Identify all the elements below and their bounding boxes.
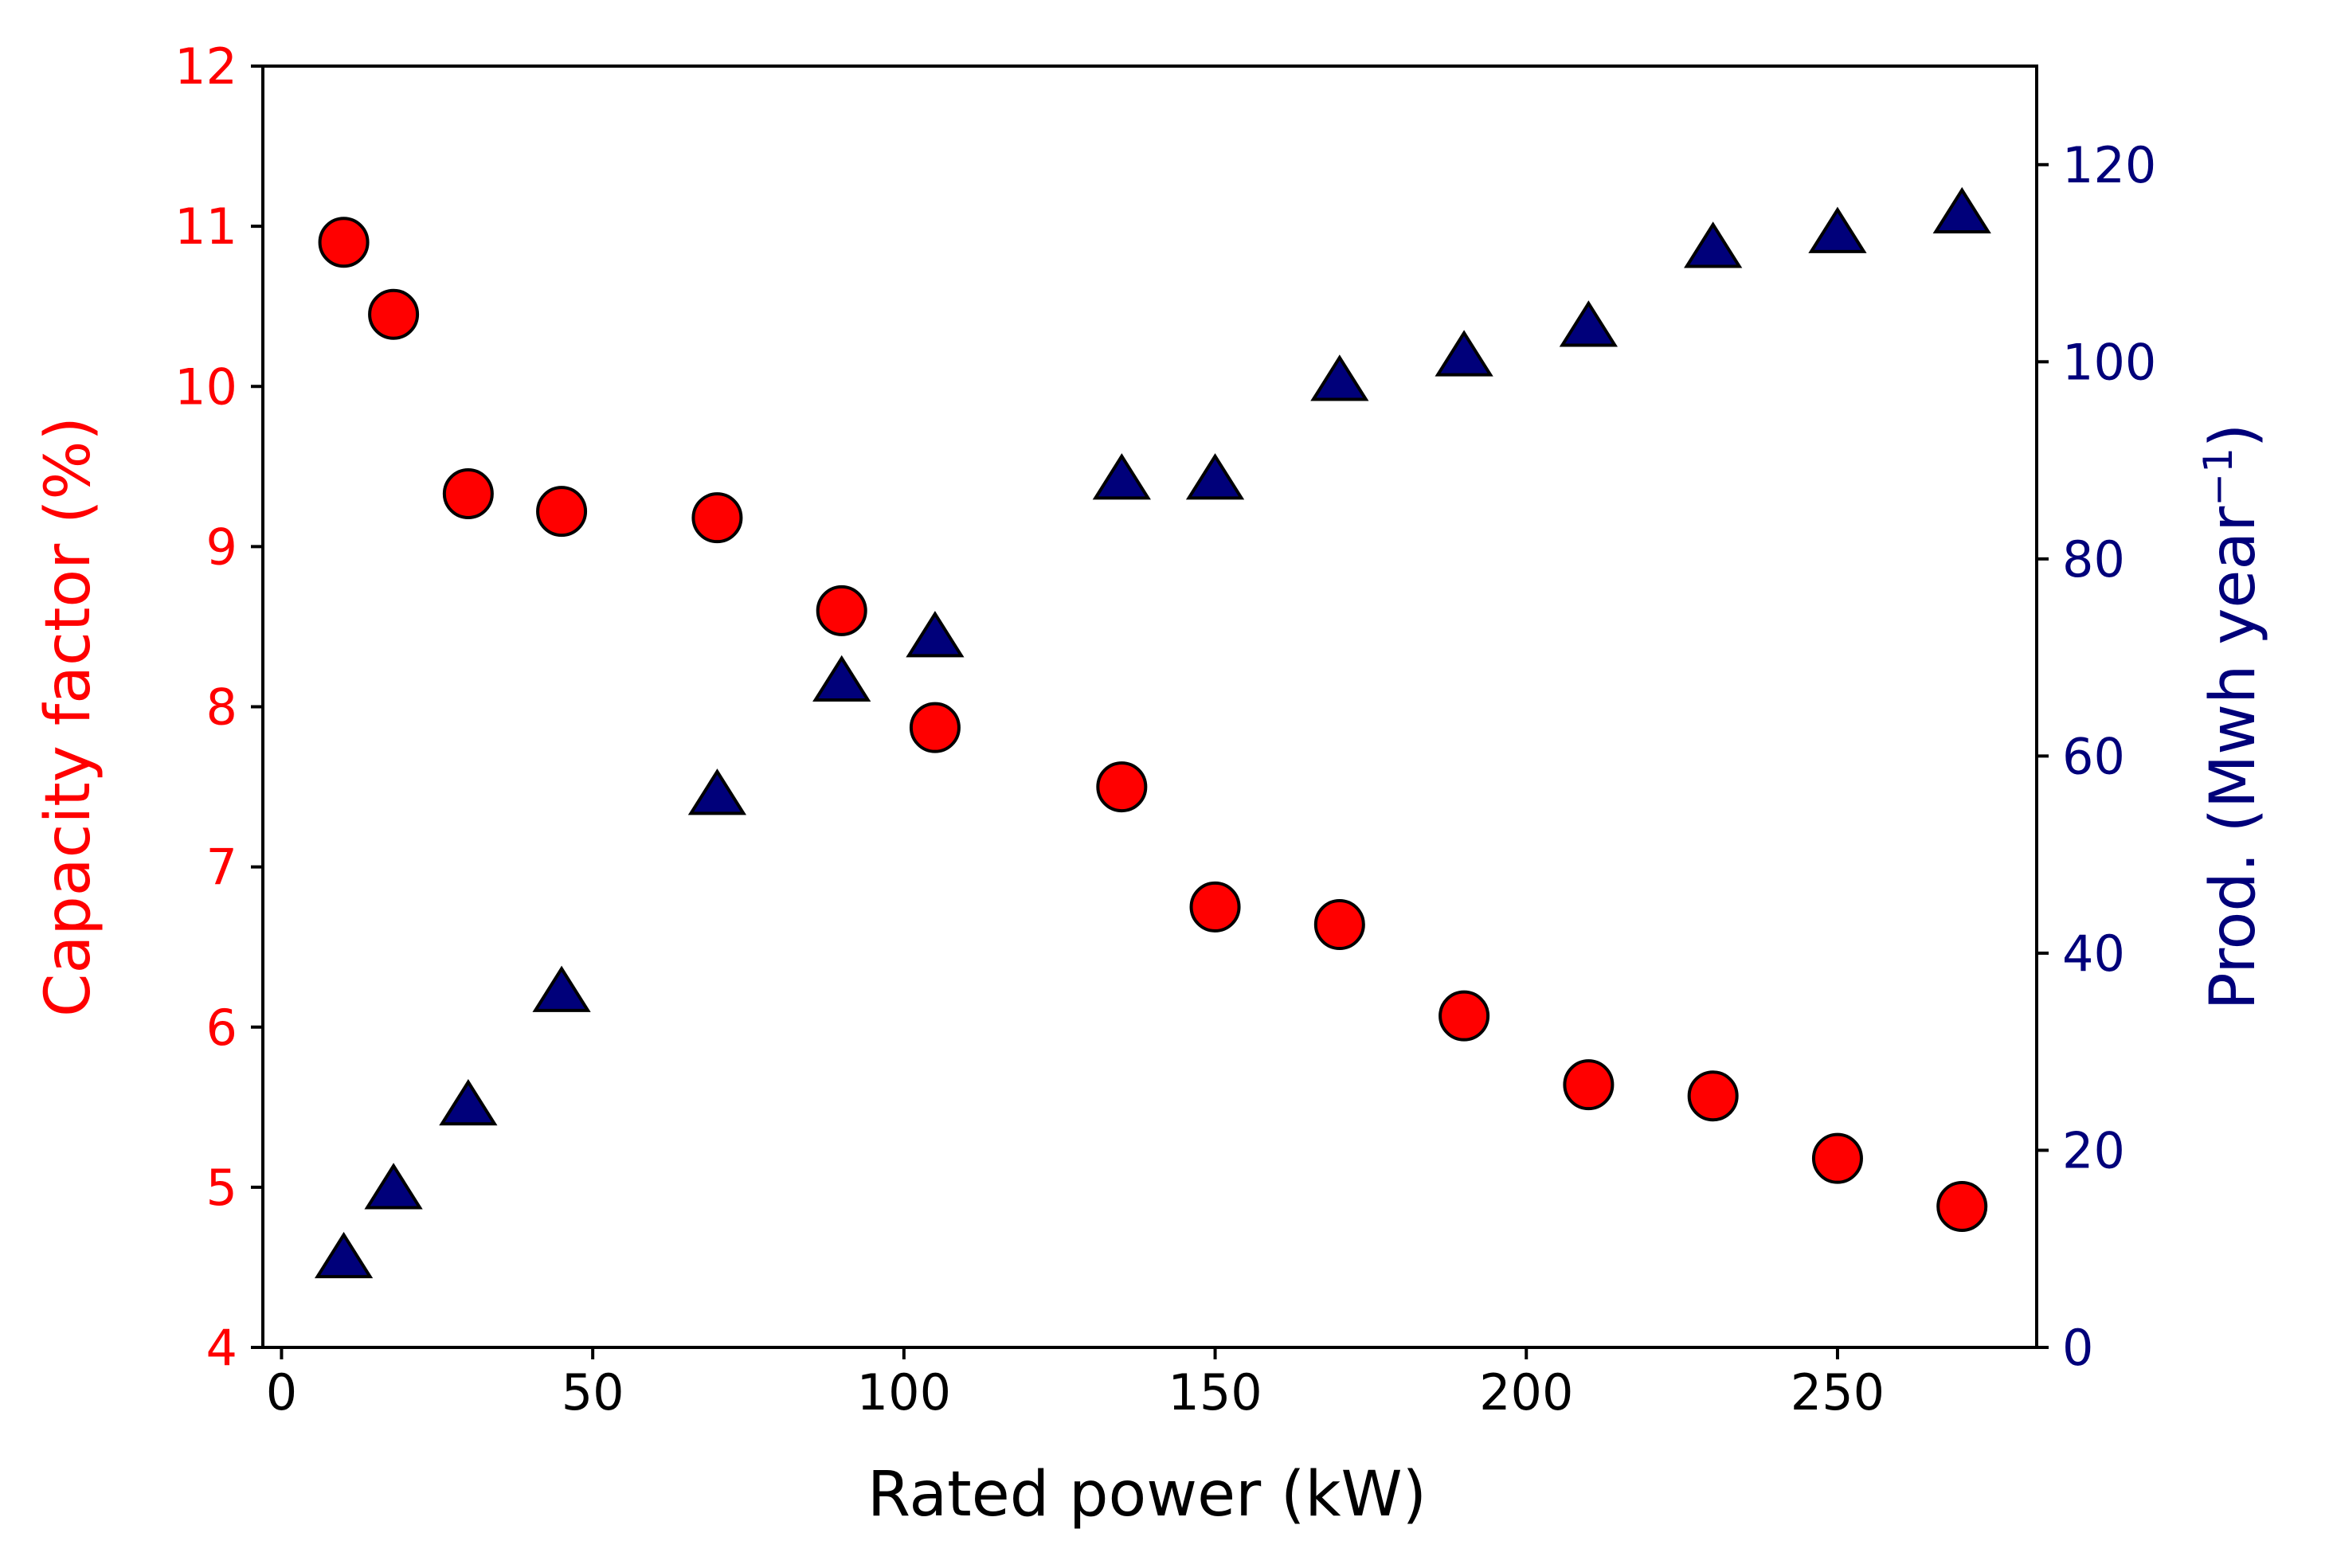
left-tick-label: 10: [174, 358, 237, 416]
capacity-factor-point: [536, 486, 588, 538]
left-tick-label: 11: [174, 197, 237, 256]
production-point: [1185, 453, 1245, 500]
production-point: [439, 1079, 498, 1126]
production-point: [1932, 186, 1991, 234]
production-point: [1684, 221, 1743, 268]
production-point: [364, 1163, 423, 1210]
x-tick-label: 0: [266, 1363, 297, 1421]
x-tick-label: 150: [1168, 1363, 1262, 1421]
right-tick-label: 120: [2062, 136, 2156, 194]
capacity-factor-point: [368, 288, 420, 340]
production-point: [687, 768, 747, 815]
capacity-factor-point: [1096, 761, 1148, 813]
left-tick-label: 6: [206, 999, 237, 1057]
production-point: [1559, 300, 1619, 347]
marks-layer: [314, 186, 1991, 1279]
production-point: [1310, 354, 1369, 401]
capacity-factor-point: [1438, 990, 1490, 1042]
capacity-factor-point: [909, 702, 961, 753]
capacity-factor-point: [1189, 881, 1241, 933]
capacity-factor-point: [691, 492, 743, 544]
capacity-factor-point: [1563, 1059, 1615, 1111]
x-tick-label: 50: [562, 1363, 624, 1421]
x-tick-label: 250: [1791, 1363, 1885, 1421]
right-tick-label: 80: [2062, 530, 2125, 588]
right-tick-label: 20: [2062, 1121, 2125, 1179]
x-tick-label: 200: [1479, 1363, 1573, 1421]
production-point: [314, 1231, 374, 1279]
capacity-factor-point: [442, 468, 494, 520]
production-point: [1092, 453, 1151, 500]
left-axis-label: Capacity factor (%): [33, 416, 104, 1017]
plot-frame: [261, 65, 2038, 1349]
right-axis-label-main: Prod. (Mwh year: [2198, 506, 2269, 1011]
left-tick-label: 8: [206, 678, 237, 737]
left-tick-label: 7: [206, 839, 237, 897]
capacity-factor-point: [318, 217, 370, 268]
ticks-layer: 0 50 100 150 200 2504567891011120204060801001…: [174, 37, 2156, 1421]
right-tick-label: 100: [2062, 333, 2156, 391]
production-point: [1435, 330, 1493, 377]
left-tick-label: 4: [206, 1319, 237, 1377]
right-axis-label: Prod. (Mwh year−1): [2195, 424, 2269, 1011]
capacity-factor-point: [1936, 1181, 1988, 1233]
capacity-factor-point: [1811, 1132, 1863, 1184]
right-tick-label: 60: [2062, 727, 2125, 785]
left-tick-label: 9: [206, 518, 237, 576]
production-point: [906, 611, 965, 658]
x-tick-label: 100: [857, 1363, 951, 1421]
left-tick-label: 12: [174, 37, 237, 96]
production-point: [532, 965, 591, 1012]
right-tick-label: 40: [2062, 925, 2125, 983]
left-tick-label: 5: [206, 1159, 237, 1217]
capacity-factor-point: [816, 585, 867, 636]
production-point: [812, 655, 871, 702]
x-axis-label: Rated power (kW): [867, 1459, 1427, 1531]
production-point: [1808, 206, 1867, 253]
capacity-factor-point: [1313, 899, 1365, 951]
right-axis-label-close: ): [2198, 424, 2269, 448]
right-tick-label: 0: [2062, 1319, 2093, 1377]
capacity-factor-point: [1687, 1070, 1739, 1122]
right-axis-label-superscript: −1: [2195, 448, 2241, 506]
